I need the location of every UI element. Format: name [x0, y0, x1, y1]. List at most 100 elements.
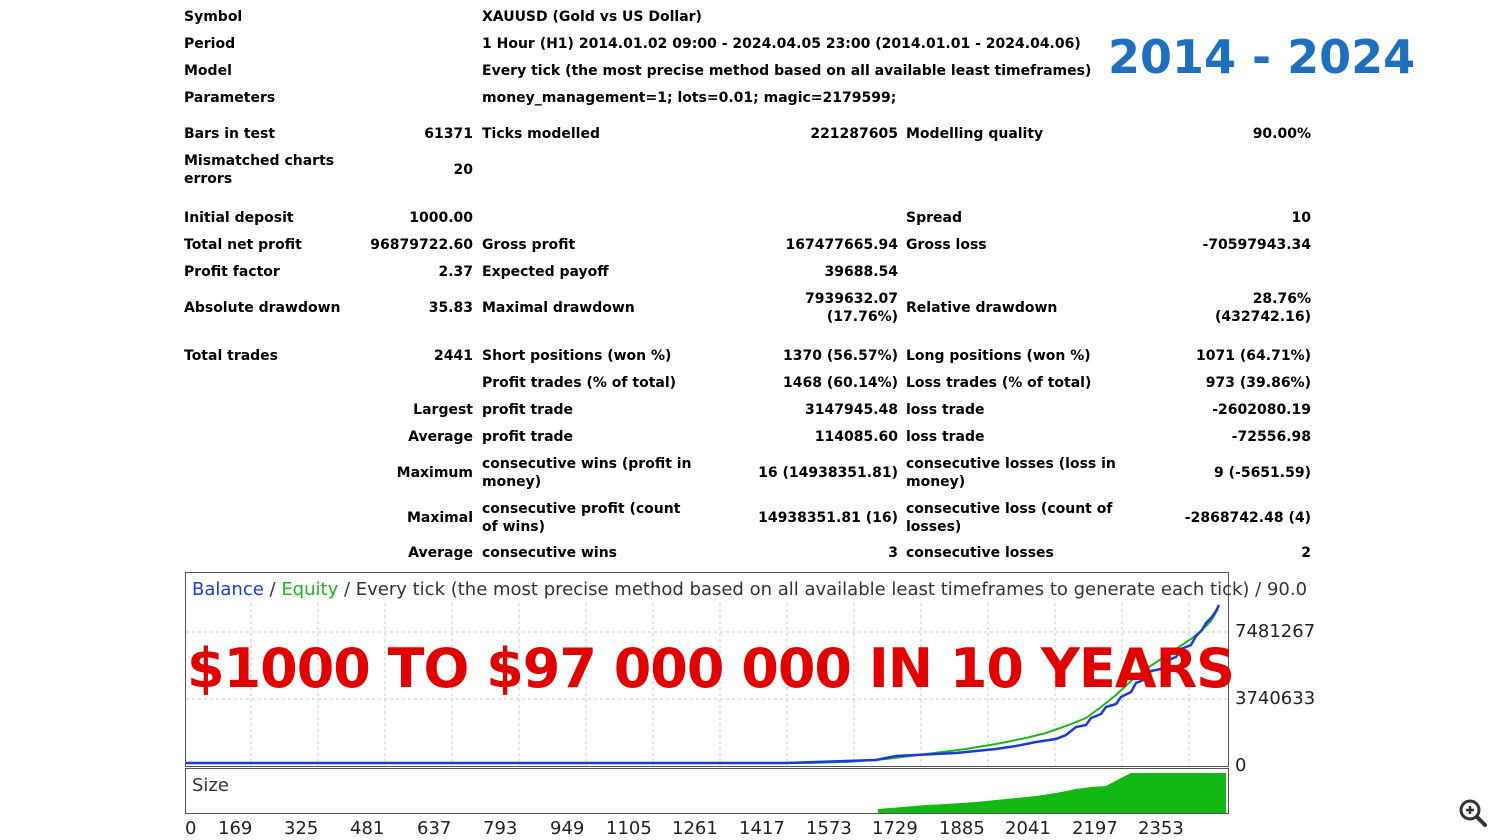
max-drawdown-value: 7939632.07 — [805, 291, 898, 307]
parameters-value: money_management=1; lots=0.01; magic=217… — [482, 90, 897, 106]
y-axis-label-top: 7481267 — [1235, 621, 1316, 642]
x-axis-label: 2041 — [1005, 818, 1051, 839]
expected-payoff-label: Expected payoff — [482, 264, 609, 280]
net-profit-value: 96879722.60 — [370, 237, 473, 253]
x-axis-label: 1729 — [872, 818, 918, 839]
largest-profit-label: profit trade — [482, 402, 574, 418]
x-axis-label: 1105 — [606, 818, 652, 839]
rel-drawdown-amount: (432742.16) — [1214, 309, 1311, 325]
quality-value: 90.00% — [1252, 126, 1311, 142]
maximal-cons-profit-label: consecutive profit (count of wins) — [482, 501, 681, 535]
average-loss-label: loss trade — [906, 429, 985, 445]
maximum-label: Maximum — [396, 465, 473, 481]
x-axis-label: 0 — [185, 818, 197, 839]
size-area — [878, 773, 1226, 813]
profit-factor-value: 2.37 — [438, 264, 473, 280]
legend-balance: Balance — [192, 579, 264, 600]
x-axis-label: 1417 — [739, 818, 785, 839]
short-positions-value: 1370 (56.57%) — [783, 348, 898, 364]
mismatched-value: 20 — [453, 162, 473, 178]
rel-drawdown-label: Relative drawdown — [906, 300, 1058, 316]
parameters-label: Parameters — [184, 90, 276, 106]
x-axis-label: 325 — [284, 818, 319, 839]
max-cons-wins-value: 16 (14938351.81) — [758, 465, 898, 481]
maximal-cons-profit-value: 14938351.81 (16) — [758, 510, 898, 526]
size-chart: Size — [185, 768, 1229, 814]
x-axis-label: 2197 — [1072, 818, 1118, 839]
gross-profit-label: Gross profit — [482, 237, 576, 253]
largest-profit-value: 3147945.48 — [805, 402, 898, 418]
profit-factor-label: Profit factor — [184, 264, 280, 280]
maximal-label: Maximal — [406, 510, 473, 526]
model-value: Every tick (the most precise method base… — [482, 63, 1092, 79]
avg-cons-losses-label: consecutive losses — [906, 545, 1054, 561]
profit-trades-value: 1468 (60.14%) — [783, 375, 898, 391]
max-drawdown-percent: (17.76%) — [826, 309, 898, 325]
profit-trades-label: Profit trades (% of total) — [482, 375, 677, 391]
x-axis-label: 637 — [417, 818, 452, 839]
x-axis-label: 949 — [550, 818, 585, 839]
abs-drawdown-value: 35.83 — [428, 300, 473, 316]
long-positions-value: 1071 (64.71%) — [1196, 348, 1311, 364]
symbol-label: Symbol — [184, 9, 243, 25]
model-label: Model — [184, 63, 232, 79]
x-axis-label: 1261 — [672, 818, 718, 839]
zoom-glyph — [1459, 799, 1487, 827]
long-positions-label: Long positions (won %) — [906, 348, 1091, 364]
avg-cons-wins-label: consecutive wins — [482, 545, 617, 561]
symbol-value: XAUUSD (Gold vs US Dollar) — [482, 9, 702, 25]
ticks-label: Ticks modelled — [482, 126, 601, 142]
average2-label: Average — [408, 545, 473, 561]
short-positions-label: Short positions (won %) — [482, 348, 672, 364]
x-axis-label: 1885 — [939, 818, 985, 839]
ticks-value: 221287605 — [810, 126, 898, 142]
max-cons-losses-value: 9 (-5651.59) — [1214, 465, 1311, 481]
gross-profit-value: 167477665.94 — [785, 237, 898, 253]
x-axis-label: 1573 — [806, 818, 852, 839]
zoom-icon[interactable] — [1458, 798, 1488, 828]
spread-label: Spread — [906, 210, 962, 226]
largest-loss-label: loss trade — [906, 402, 985, 418]
bars-value: 61371 — [424, 126, 473, 142]
x-axis-label: 793 — [483, 818, 518, 839]
chart-legend: Balance / Equity / Every tick (the most … — [192, 579, 1307, 600]
average-profit-value: 114085.60 — [814, 429, 898, 445]
legend-separator: / — [263, 579, 282, 600]
net-profit-label: Total net profit — [184, 237, 302, 253]
maximal-cons-loss-value: -2868742.48 (4) — [1184, 510, 1311, 526]
x-axis-label: 2353 — [1138, 818, 1184, 839]
rel-drawdown-value: 28.76% — [1252, 291, 1311, 307]
avg-cons-wins-value: 3 — [888, 545, 898, 561]
loss-trades-value: 973 (39.86%) — [1205, 375, 1311, 391]
balance-line — [186, 604, 1221, 765]
quality-label: Modelling quality — [906, 126, 1044, 142]
max-drawdown-label: Maximal drawdown — [482, 300, 635, 316]
initial-deposit-label: Initial deposit — [184, 210, 294, 226]
average-profit-label: profit trade — [482, 429, 574, 445]
period-label: Period — [184, 36, 236, 52]
size-label: Size — [192, 775, 229, 796]
size-chart-canvas — [878, 773, 1226, 813]
years-banner: 2014 - 2024 — [1108, 30, 1416, 84]
y-axis-label-mid: 3740633 — [1235, 688, 1316, 709]
max-cons-wins-label: consecutive wins (profit in money) — [482, 456, 692, 490]
legend-description: / Every tick (the most precise method ba… — [338, 579, 1308, 600]
largest-loss-value: -2602080.19 — [1212, 402, 1311, 418]
initial-deposit-value: 1000.00 — [409, 210, 473, 226]
bars-label: Bars in test — [184, 126, 276, 142]
total-trades-value: 2441 — [434, 348, 473, 364]
balance-chart-canvas — [186, 603, 1228, 766]
y-axis-label-zero: 0 — [1235, 755, 1247, 776]
total-trades-label: Total trades — [184, 348, 279, 364]
expected-payoff-value: 39688.54 — [824, 264, 898, 280]
equity-line — [186, 608, 1219, 764]
mismatched-label: Mismatched charts errors — [184, 153, 335, 187]
avg-cons-losses-value: 2 — [1301, 545, 1311, 561]
largest-label: Largest — [413, 402, 473, 418]
maximal-cons-loss-label: consecutive loss (count of losses) — [906, 501, 1113, 535]
period-value: 1 Hour (H1) 2014.01.02 09:00 - 2024.04.0… — [482, 36, 1081, 52]
loss-trades-label: Loss trades (% of total) — [906, 375, 1092, 391]
abs-drawdown-label: Absolute drawdown — [184, 300, 341, 316]
legend-equity: Equity — [281, 579, 339, 600]
balance-chart: Balance / Equity / Every tick (the most … — [185, 572, 1307, 767]
